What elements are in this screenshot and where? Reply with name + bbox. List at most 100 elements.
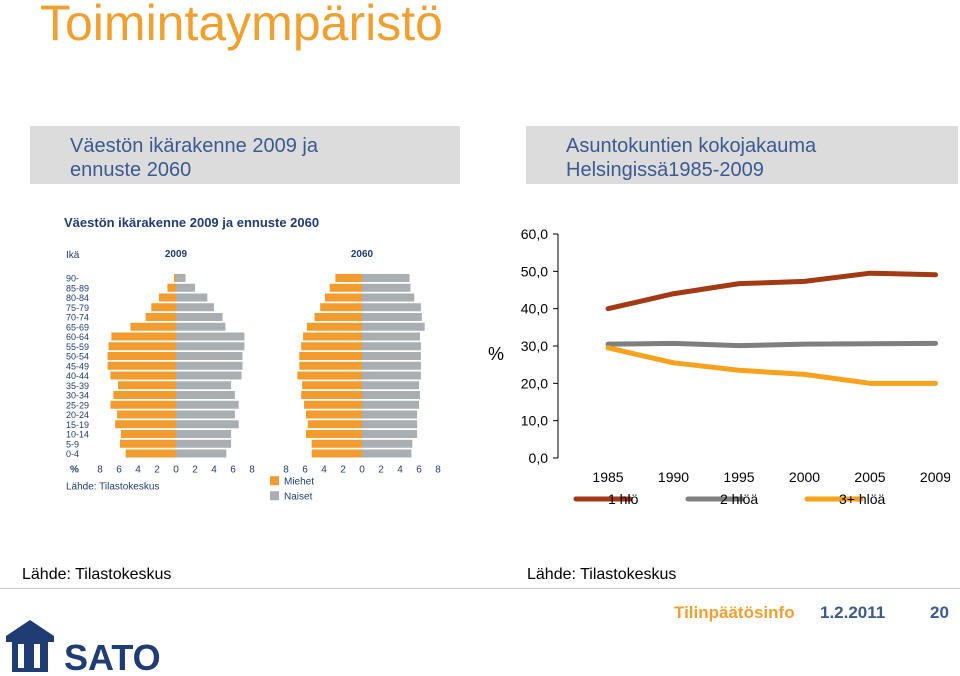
pyramid-bar [320, 303, 362, 312]
pyramid-tick-label: 4 [321, 464, 327, 475]
y-tick-label: 60,0 [521, 226, 548, 242]
pyramid-bar [335, 274, 362, 282]
pyramid-bar [362, 430, 418, 438]
pyramid-bar [362, 293, 415, 302]
y-axis-label: % [488, 344, 504, 364]
pyramid-bar [176, 274, 186, 282]
pyramid-bar [130, 322, 176, 331]
legend-label-0: 1 hlö [608, 491, 639, 507]
pyramid-bar [176, 400, 239, 409]
pyramid-tick-label: 4 [397, 464, 403, 475]
logo-door-left [18, 644, 24, 668]
population-pyramid-chart: Väestön ikärakenne 2009 ja ennuste 2060 I… [64, 215, 441, 502]
pyramid-bar [174, 274, 176, 282]
footer-page-number: 20 [930, 603, 949, 622]
pyramid-bar [107, 352, 176, 360]
pyramid-bar [176, 361, 243, 370]
pyramid-bar [362, 352, 421, 360]
pyramid-age-label: 50-54 [66, 352, 89, 362]
pyramid-panel-label-2060: 2060 [351, 249, 374, 260]
pyramid-tick-label: 6 [302, 464, 308, 475]
pyramid-bar [125, 449, 176, 458]
pyramid-bar [151, 303, 176, 312]
pyramid-bar [176, 352, 243, 360]
pyramid-bar [314, 313, 362, 321]
x-tick-label: 2005 [854, 469, 885, 485]
pyramid-bar [362, 322, 425, 331]
pyramid-tick-label: 8 [435, 464, 441, 475]
pyramid-age-label: 90- [66, 274, 79, 284]
y-tick-label: 30,0 [521, 338, 548, 354]
legend-label-women: Naiset [284, 491, 313, 502]
pyramid-tick-label: 0 [173, 464, 179, 475]
pyramid-tick-label: 4 [211, 464, 217, 475]
legend-swatch-men [270, 476, 279, 486]
sato-logo: SATO [6, 620, 161, 674]
pyramid-bar [176, 449, 227, 458]
pyramid-bar [362, 332, 420, 341]
series-line-0 [605, 270, 938, 312]
pyramid-age-label: 45-49 [66, 361, 89, 371]
pyramid-bar [299, 361, 362, 370]
pyramid-bar [176, 322, 226, 331]
pyramid-tick-label: 2 [340, 464, 346, 475]
pyramid-age-label: 40-44 [66, 371, 89, 381]
pyramid-tick-label: 6 [230, 464, 236, 475]
pyramid-bar [329, 283, 362, 292]
x-tick-label: 1995 [723, 469, 754, 485]
pyramid-bar [362, 410, 418, 419]
pyramid-bar [362, 274, 410, 282]
pyramid-bar [176, 420, 239, 429]
pyramid-tick-label: 6 [116, 464, 122, 475]
pyramid-bar [158, 293, 176, 302]
household-size-line-chart: 0,0 10,0 20,0 30,0 40,0 50,0 60,0% 1985 1990 1995… [488, 226, 950, 507]
pyramid-age-label: 10-14 [66, 430, 89, 440]
pyramid-tick-label: 0 [359, 464, 365, 475]
house-icon [6, 620, 54, 672]
pyramid-bar [145, 313, 176, 321]
pyramid-age-label: 65-69 [66, 322, 89, 332]
pyramid-tick-label: 2 [154, 464, 160, 475]
pyramid-bar [120, 430, 176, 438]
left-panel-title: Väestön ikärakenne 2009 ja ennuste 2060 [30, 126, 460, 184]
pyramid-bar [176, 303, 214, 312]
pyramid-bar [303, 332, 362, 341]
pyramid-bar [176, 313, 223, 321]
pyramid-bar [304, 400, 362, 409]
pyramid-bar [176, 332, 245, 341]
pyramid-age-label: 35-39 [66, 381, 89, 391]
pyramid-bar [311, 439, 362, 448]
y-tick-label: 20,0 [521, 375, 548, 391]
legend-label-1: 2 hlöä [720, 491, 758, 507]
pyramid-bar [362, 361, 421, 370]
pyramid-bar [111, 332, 176, 341]
pyramid-tick-label: 4 [135, 464, 141, 475]
pyramid-bar [306, 322, 362, 331]
pyramid-tick-label: 2 [192, 464, 198, 475]
footer-date: 1.2.2011 [820, 603, 886, 622]
series-line-1 [605, 340, 938, 349]
y-tick-label: 40,0 [521, 301, 548, 317]
pyramid-age-label: 80-84 [66, 293, 89, 303]
pyramid-bar [110, 371, 176, 380]
pyramid-bar [117, 410, 176, 419]
pyramid-title: Väestön ikärakenne 2009 ja ennuste 2060 [64, 215, 319, 230]
pyramid-bar [297, 371, 362, 380]
x-tick-label: 1990 [658, 469, 689, 485]
pyramid-tick-label: 8 [249, 464, 255, 475]
y-tick-label: 10,0 [521, 413, 548, 429]
pyramid-age-label: 75-79 [66, 303, 89, 313]
pyramid-bar [362, 381, 419, 390]
legend-label-2: 3+ hlöä [839, 491, 886, 507]
pyramid-age-label: 0-4 [66, 449, 79, 459]
logo-text: SATO [64, 637, 161, 674]
pyramid-y-label: Ikä [66, 250, 80, 261]
pyramid-bar [307, 420, 362, 429]
pyramid-bar [176, 381, 232, 390]
pyramid-age-label: 60-64 [66, 332, 89, 342]
pyramid-bar [299, 352, 362, 360]
pyramid-age-label: 30-34 [66, 391, 89, 401]
pyramid-tick-label: 2 [378, 464, 384, 475]
pyramid-bar [167, 283, 176, 292]
left-panel-title-line-2: ennuste 2060 [70, 159, 192, 181]
